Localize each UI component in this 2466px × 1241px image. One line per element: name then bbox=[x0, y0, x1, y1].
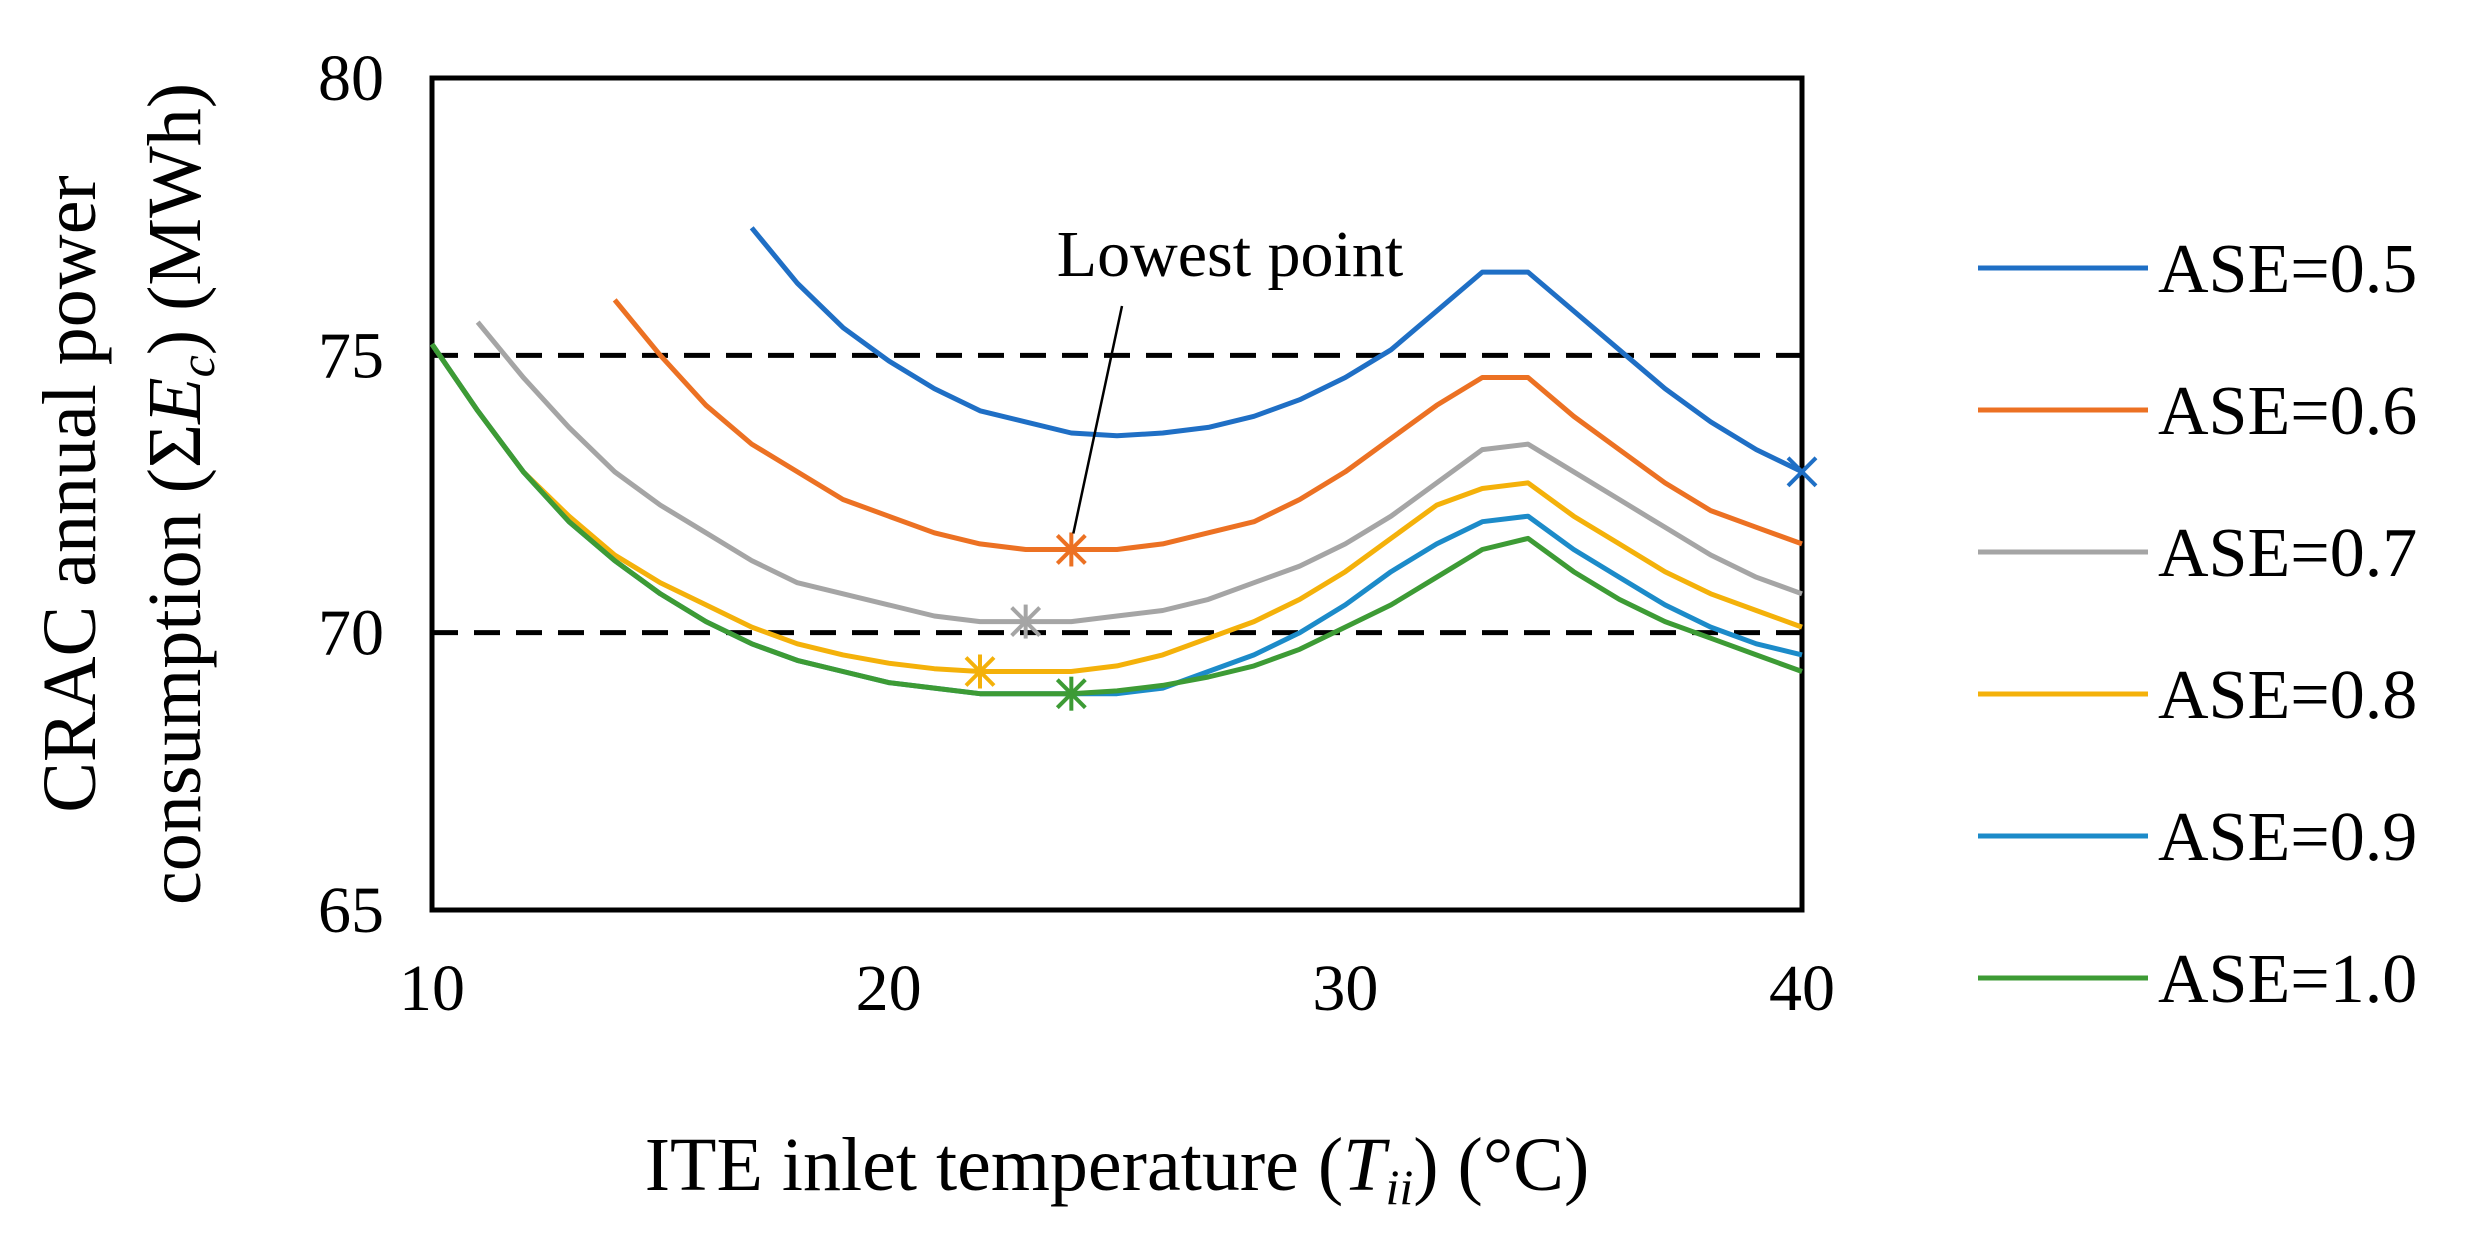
series-marker-2 bbox=[1010, 604, 1042, 639]
annotation-text: Lowest point bbox=[1057, 218, 1403, 291]
y-tick-label: 80 bbox=[318, 42, 384, 115]
series-marker-1 bbox=[1055, 532, 1087, 567]
y-axis-title-sub: c bbox=[169, 355, 225, 377]
x-tick-label: 10 bbox=[399, 952, 465, 1025]
x-axis-title: ITE inlet temperature (Tii) (°C) bbox=[645, 1123, 1590, 1215]
plot-frame bbox=[429, 75, 1805, 913]
x-tick-label: 30 bbox=[1312, 952, 1378, 1025]
x-tick-label: 40 bbox=[1769, 952, 1835, 1025]
y-tick-labels: 65 70 75 80 bbox=[318, 42, 384, 947]
x-axis-title-sub: ii bbox=[1385, 1159, 1413, 1215]
series-markers bbox=[964, 456, 1818, 711]
legend-label-2: ASE=0.7 bbox=[2158, 515, 2417, 592]
series-line-1 bbox=[612, 298, 1803, 552]
y-axis-title-line1: CRAC annual power bbox=[28, 175, 112, 812]
x-axis-title-suffix: ) (°C) bbox=[1413, 1123, 1589, 1207]
legend-label-0: ASE=0.5 bbox=[2158, 231, 2417, 308]
x-tick-label: 20 bbox=[856, 952, 922, 1025]
legend-label-1: ASE=0.6 bbox=[2158, 373, 2417, 450]
y-axis-title-suffix: ) (MWh) bbox=[133, 83, 217, 355]
series-lines bbox=[429, 226, 1804, 697]
x-axis-title-prefix: ITE inlet temperature ( bbox=[645, 1123, 1343, 1207]
y-axis-title-prefix: consumption (Σ bbox=[133, 424, 217, 905]
annotation: Lowest point bbox=[1057, 218, 1403, 534]
series-line-3 bbox=[429, 342, 1803, 674]
series-line-5 bbox=[429, 342, 1803, 697]
y-axis-title-var: E bbox=[133, 377, 217, 424]
annotation-leader bbox=[1072, 305, 1124, 534]
x-tick-labels: 10 20 30 40 bbox=[399, 952, 1835, 1025]
y-axis-title-line2: consumption (ΣEc) (MWh) bbox=[133, 83, 225, 905]
series-marker-5 bbox=[1055, 676, 1087, 711]
y-tick-label: 65 bbox=[318, 874, 384, 947]
x-axis-title-var: T bbox=[1343, 1123, 1390, 1207]
series-marker-0 bbox=[1786, 456, 1818, 488]
y-tick-label: 70 bbox=[318, 597, 384, 670]
series-line-2 bbox=[475, 320, 1803, 625]
legend-label-4: ASE=0.9 bbox=[2158, 799, 2417, 876]
legend-label-5: ASE=1.0 bbox=[2158, 941, 2417, 1018]
legend: ASE=0.5 ASE=0.6 ASE=0.7 ASE=0.8 ASE=0.9 ASE=1… bbox=[1978, 231, 2417, 1018]
y-tick-label: 75 bbox=[318, 319, 384, 392]
legend-label-3: ASE=0.8 bbox=[2158, 657, 2417, 734]
y-axis-title: CRAC annual power consumption (ΣEc) (MWh… bbox=[28, 83, 225, 905]
series-line-0 bbox=[749, 226, 1804, 475]
series-marker-3 bbox=[964, 654, 996, 689]
